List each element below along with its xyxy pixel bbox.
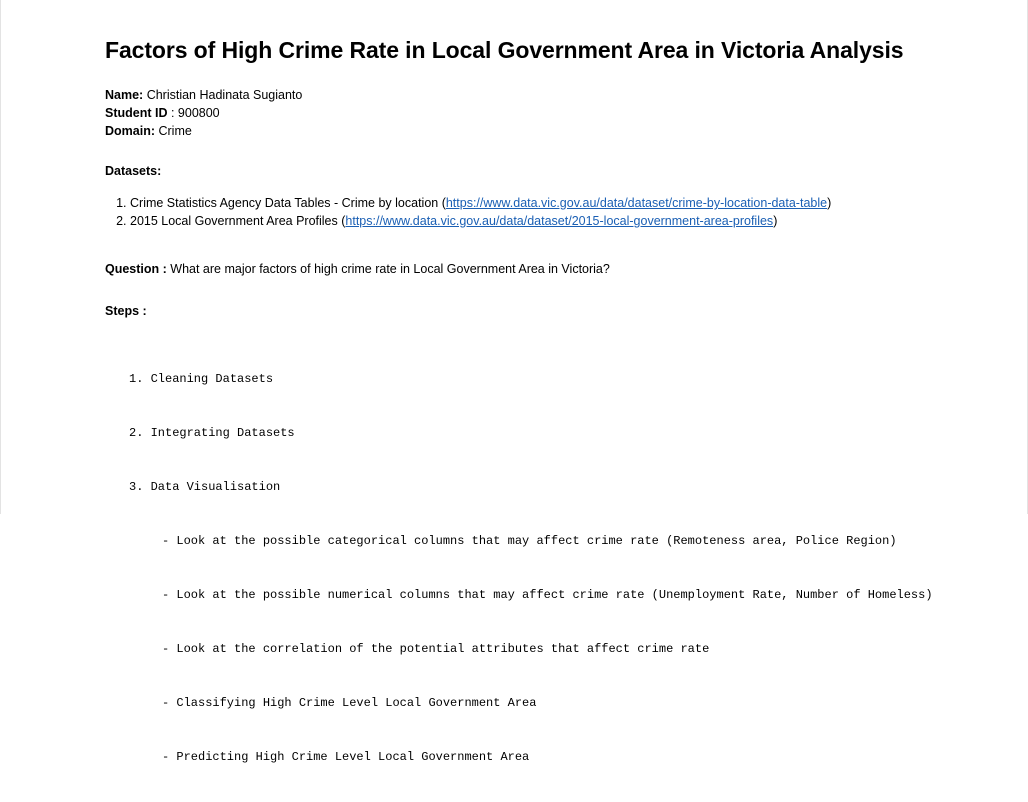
steps-heading: Steps : bbox=[105, 304, 147, 318]
dataset-suffix: ) bbox=[827, 196, 832, 210]
step-item: 1. Cleaning Datasets bbox=[129, 372, 274, 386]
student-id-line: Student ID : 900800 bbox=[105, 104, 302, 122]
step-item: 2. Integrating Datasets bbox=[129, 426, 295, 440]
dataset-text: 2015 Local Government Area Profiles ( bbox=[130, 214, 346, 228]
student-id-label: Student ID bbox=[105, 106, 168, 120]
dataset-item: 2015 Local Government Area Profiles (htt… bbox=[130, 212, 831, 230]
substep-item: - Classifying High Crime Level Local Gov… bbox=[162, 696, 537, 710]
question-text: What are major factors of high crime rat… bbox=[166, 262, 610, 276]
name-label: Name: bbox=[105, 88, 144, 102]
substep-item: - Look at the correlation of the potenti… bbox=[162, 642, 710, 656]
dataset-item: Crime Statistics Agency Data Tables - Cr… bbox=[130, 194, 831, 212]
name-value: Christian Hadinata Sugianto bbox=[143, 88, 303, 102]
page-title: Factors of High Crime Rate in Local Gove… bbox=[105, 37, 904, 63]
name-line: Name: Christian Hadinata Sugianto bbox=[105, 86, 302, 104]
question-line: Question : What are major factors of hig… bbox=[105, 262, 610, 276]
substep-item: - Look at the possible categorical colum… bbox=[162, 534, 897, 548]
domain-line: Domain: Crime bbox=[105, 122, 302, 140]
datasets-heading: Datasets: bbox=[105, 164, 162, 178]
steps-list: 1. Cleaning Datasets 2. Integrating Data… bbox=[129, 334, 933, 802]
dataset-text: Crime Statistics Agency Data Tables - Cr… bbox=[130, 196, 446, 210]
domain-label: Domain: bbox=[105, 124, 155, 138]
dataset-suffix: ) bbox=[773, 214, 778, 228]
step-item: 3. Data Visualisation bbox=[129, 480, 281, 494]
substep-item: - Look at the possible numerical columns… bbox=[162, 588, 933, 602]
domain-value: Crime bbox=[155, 124, 192, 138]
question-label: Question : bbox=[105, 262, 167, 276]
student-id-value: : 900800 bbox=[167, 106, 220, 120]
datasets-list: Crime Statistics Agency Data Tables - Cr… bbox=[105, 194, 831, 230]
dataset-link[interactable]: https://www.data.vic.gov.au/data/dataset… bbox=[345, 214, 774, 228]
substep-item: - Predicting High Crime Level Local Gove… bbox=[162, 750, 530, 764]
author-info: Name: Christian Hadinata Sugianto Studen… bbox=[105, 86, 302, 140]
dataset-link[interactable]: https://www.data.vic.gov.au/data/dataset… bbox=[445, 196, 828, 210]
